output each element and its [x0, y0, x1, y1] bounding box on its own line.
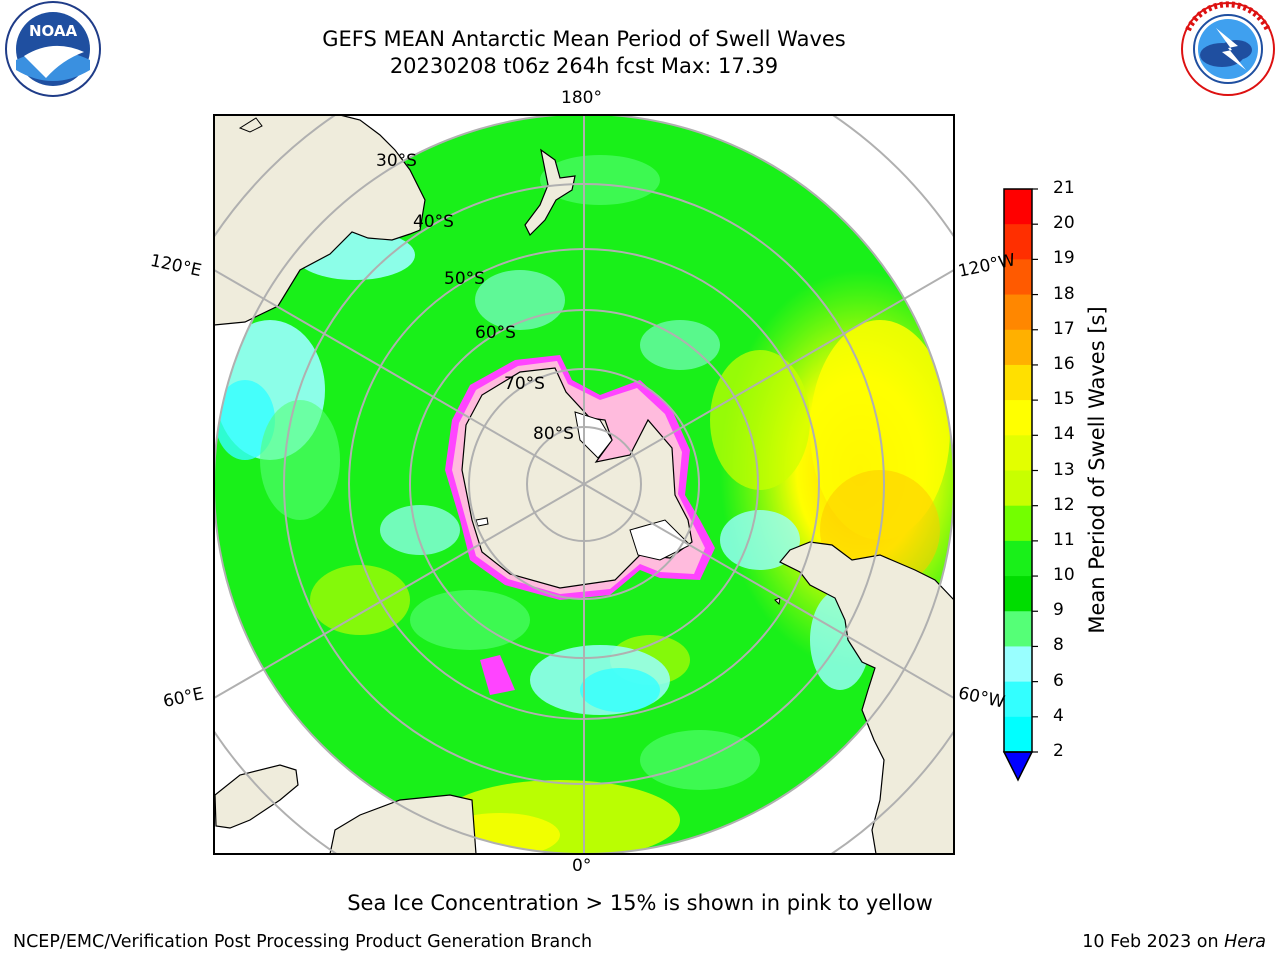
colorbar-tick-label: 10: [1053, 565, 1075, 586]
lat-label-40s: 40°S: [413, 212, 454, 232]
colorbar-segment: [1004, 611, 1032, 647]
colorbar-segment: [1004, 540, 1032, 577]
colorbar-tick-label: 6: [1053, 670, 1064, 691]
lat-label-70s: 70°S: [504, 374, 545, 394]
footer-date-text: 10 Feb 2023 on: [1082, 932, 1225, 952]
colorbar-segment: [1004, 716, 1032, 753]
colorbar-tick-label: 13: [1053, 459, 1075, 480]
svg-text:NOAA: NOAA: [29, 22, 78, 40]
colorbar-segment: [1004, 576, 1032, 612]
colorbar-segment: [1004, 189, 1032, 225]
colorbar-tick-label: 11: [1053, 529, 1075, 550]
lon-label-180: 180°: [561, 88, 602, 108]
footer-date: 10 Feb 2023 on Hera: [1082, 932, 1266, 952]
chart-title: GEFS MEAN Antarctic Mean Period of Swell…: [322, 27, 846, 51]
colorbar-segment: [1004, 505, 1032, 542]
colorbar-segment: [1004, 470, 1032, 507]
colorbar-tick-label: 8: [1053, 635, 1064, 656]
chart-subtitle: 20230208 t06z 264h fcst Max: 17.39: [389, 54, 779, 78]
lon-label-0: 0°: [572, 856, 592, 876]
colorbar-tick-label: 20: [1053, 213, 1075, 234]
colorbar-segment: [1004, 224, 1032, 260]
colorbar-tick-label: 9: [1053, 600, 1064, 621]
colorbar-tick-label: 21: [1053, 178, 1075, 198]
lat-label-60s: 60°S: [475, 323, 516, 343]
australia-land: [214, 115, 426, 326]
south-america-land: [779, 541, 954, 854]
colorbar-tick-label: 14: [1053, 424, 1075, 445]
colorbar-segment: [1004, 329, 1032, 366]
nws-logo: [1181, 1, 1275, 96]
lat-label-80s: 80°S: [533, 424, 574, 444]
sea-ice-note: Sea Ice Concentration > 15% is shown in …: [347, 891, 933, 915]
graticule: [214, 115, 954, 854]
map-frame: [213, 114, 955, 855]
colorbar-segment: [1004, 364, 1032, 401]
footer-credit: NCEP/EMC/Verification Post Processing Pr…: [13, 932, 593, 952]
colorbar-segment: [1004, 681, 1032, 718]
colorbar-tick-label: 19: [1053, 248, 1075, 269]
noaa-logo: NOAA: [5, 1, 101, 97]
colorbar-tick-label: 12: [1053, 494, 1075, 515]
colorbar-label: Mean Period of Swell Waves [s]: [1085, 306, 1109, 634]
colorbar-segment: [1004, 646, 1032, 683]
colorbar-tick-label: 17: [1053, 318, 1075, 339]
colorbar-tick-label: 2: [1053, 741, 1064, 761]
colorbar-segment: [1004, 259, 1032, 296]
colorbar-tick-label: 18: [1053, 283, 1075, 304]
colorbar-segment: [1004, 435, 1032, 471]
madagascar-land: [214, 764, 299, 829]
colorbar-tick-label: 16: [1053, 353, 1075, 374]
colorbar-frame: [1003, 188, 1033, 753]
colorbar-under-triangle: [1002, 751, 1034, 782]
lat-label-30s: 30°S: [376, 151, 417, 171]
colorbar-tick-label: 15: [1053, 389, 1075, 410]
footer-machine: Hera: [1224, 932, 1266, 952]
colorbar: [1002, 188, 1038, 782]
colorbar-segment: [1004, 400, 1032, 436]
africa-land: [329, 794, 477, 854]
lat-label-50s: 50°S: [444, 269, 485, 289]
colorbar-tick-label: 4: [1053, 705, 1064, 726]
colorbar-segment: [1004, 294, 1032, 331]
new-zealand-land: [524, 148, 576, 237]
